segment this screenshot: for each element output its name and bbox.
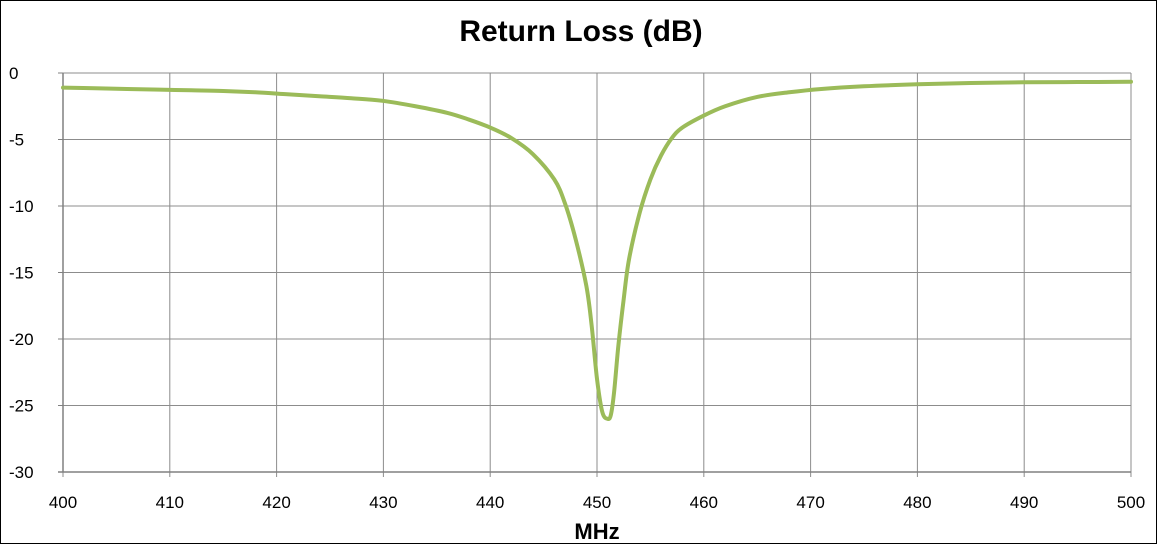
x-tick-label: 500 (1117, 493, 1145, 512)
x-tick-label: 450 (583, 493, 611, 512)
x-tick-label: 480 (903, 493, 931, 512)
x-tick-label: 460 (690, 493, 718, 512)
y-tick-label: -25 (9, 397, 34, 416)
y-tick-label: -30 (9, 463, 34, 482)
y-tick-label: -15 (9, 264, 34, 283)
axes (58, 72, 1131, 473)
grid-lines (62, 72, 1132, 477)
chart-title: Return Loss (dB) (459, 15, 702, 48)
return-loss-series-line (61, 79, 1133, 421)
series-layer (61, 79, 1133, 421)
x-tick-label: 430 (369, 493, 397, 512)
x-tick-label: 490 (1010, 493, 1038, 512)
y-tick-label: -10 (9, 197, 34, 216)
x-tick-label: 400 (49, 493, 77, 512)
y-tick-label: 0 (9, 64, 18, 83)
x-tick-label: 420 (262, 493, 290, 512)
x-tick-label: 410 (156, 493, 184, 512)
x-axis-title: MHz (574, 519, 619, 543)
y-tick-label: -20 (9, 330, 34, 349)
x-tick-label: 440 (476, 493, 504, 512)
tick-labels: 0 -5 -10 -15 -20 -25 -30 400 410 420 430 440 450 460 4… (9, 64, 1145, 512)
x-tick-label: 470 (796, 493, 824, 512)
y-tick-label: -5 (9, 131, 24, 150)
